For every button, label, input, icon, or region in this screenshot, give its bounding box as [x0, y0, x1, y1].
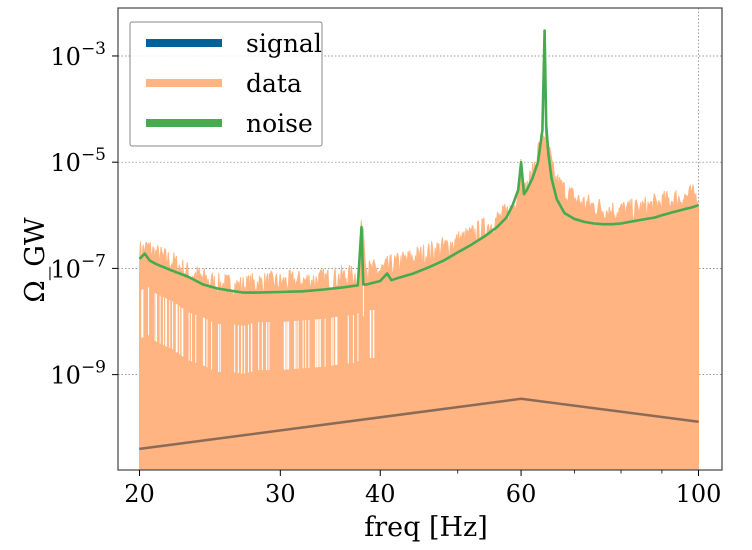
- legend-label-noise: noise: [246, 109, 313, 138]
- y-axis: 10−3 10−5 10−7 10−9: [50, 39, 118, 390]
- y-tick-label: 10−9: [50, 358, 106, 390]
- x-tick-label: 100: [676, 480, 722, 508]
- y-axis-label: Ω_GW: [20, 217, 51, 302]
- signal-point: [138, 448, 140, 450]
- y-tick-label: 10−5: [50, 145, 106, 177]
- signal-series: [138, 397, 699, 451]
- x-tick-label: 60: [506, 480, 537, 508]
- legend-label-signal: signal: [246, 29, 322, 58]
- noise-line: [138, 29, 699, 294]
- legend: signal data noise: [129, 21, 323, 147]
- legend-box: [129, 21, 323, 147]
- y-tick-label: 10−7: [50, 251, 106, 283]
- x-axis: 20 30 40 60 100: [124, 470, 721, 508]
- noise-series: [138, 29, 699, 294]
- plot-frame: [117, 7, 723, 471]
- signal-point: [520, 398, 522, 400]
- legend-swatch-signal: [146, 39, 222, 47]
- x-tick-label: 30: [265, 480, 296, 508]
- x-tick-label: 40: [365, 480, 396, 508]
- x-axis-label: freq [Hz]: [364, 512, 488, 543]
- legend-swatch-data: [146, 79, 222, 87]
- legend-label-data: data: [246, 69, 302, 98]
- legend-swatch-noise: [146, 119, 222, 127]
- x-tick-label: 20: [124, 480, 155, 508]
- signal-point: [698, 421, 699, 423]
- y-tick-label: 10−3: [50, 39, 106, 71]
